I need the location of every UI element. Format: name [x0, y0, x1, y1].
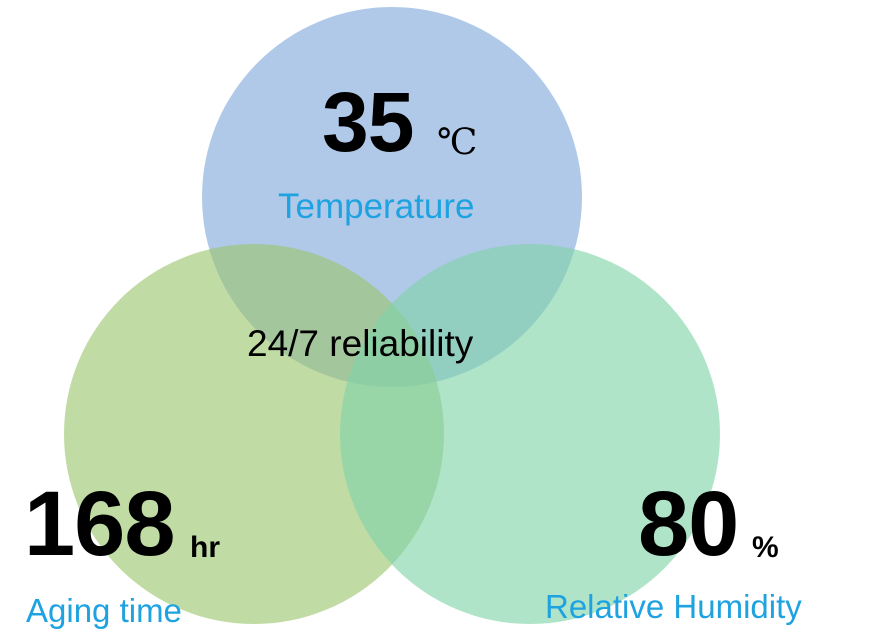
- relative-humidity-unit: %: [752, 531, 779, 564]
- aging-time-unit: hr: [190, 531, 220, 564]
- temperature-value: 35: [322, 75, 414, 169]
- aging-time-value: 168: [24, 473, 175, 575]
- aging-time-caption: Aging time: [26, 592, 182, 629]
- center-label: 24/7 reliability: [247, 323, 474, 364]
- temperature-unit: ℃: [437, 122, 478, 163]
- relative-humidity-circle: [340, 244, 720, 624]
- relative-humidity-caption: Relative Humidity: [545, 588, 802, 625]
- temperature-caption: Temperature: [278, 187, 475, 226]
- aging-time-circle: [64, 244, 444, 624]
- relative-humidity-value: 80: [638, 473, 739, 575]
